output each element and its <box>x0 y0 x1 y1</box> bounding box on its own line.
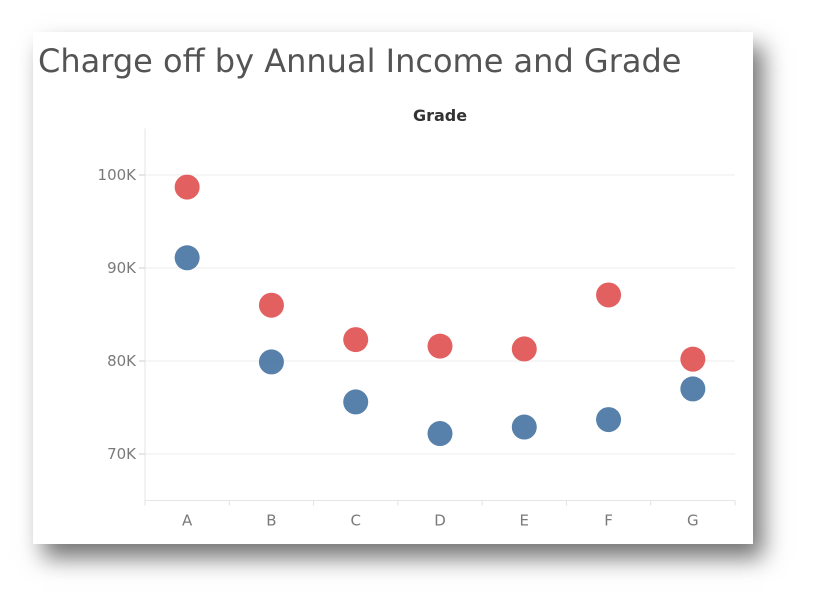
data-point <box>258 292 284 318</box>
x-tick-label: G <box>687 512 699 530</box>
x-tick-label: B <box>266 512 276 530</box>
scatter-chart: Grade 70K 80K 90K 100K A B C D E F G <box>98 106 736 530</box>
data-point <box>596 282 622 308</box>
data-point <box>596 407 622 433</box>
x-tick-label: A <box>182 512 193 530</box>
data-point <box>258 349 284 375</box>
y-tick-label: 90K <box>107 259 137 277</box>
x-tick-label: E <box>520 512 529 530</box>
data-point <box>427 421 453 447</box>
data-point <box>427 333 453 359</box>
x-tick-label: F <box>604 512 613 530</box>
data-point <box>511 336 537 362</box>
y-tick-label: 80K <box>107 352 137 370</box>
data-point <box>511 414 537 440</box>
data-point <box>343 389 369 415</box>
data-point <box>174 245 200 271</box>
chart-title: Charge off by Annual Income and Grade <box>38 42 682 80</box>
chart-card: Charge off by Annual Income and Grade Gr… <box>33 32 753 544</box>
x-axis-title: Grade <box>413 106 467 125</box>
x-tick-label: C <box>350 512 360 530</box>
data-point <box>174 174 200 200</box>
data-point <box>343 327 369 353</box>
data-point <box>680 376 706 402</box>
y-tick-label: 70K <box>107 445 137 463</box>
data-point <box>680 346 706 372</box>
y-tick-label: 100K <box>98 166 138 184</box>
x-tick-label: D <box>434 512 446 530</box>
